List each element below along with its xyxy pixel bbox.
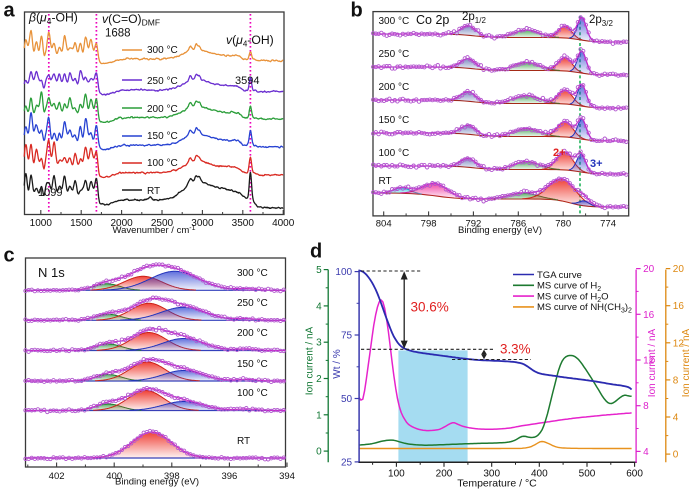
svg-text:2: 2	[316, 374, 322, 385]
svg-text:16: 16	[643, 310, 655, 321]
svg-text:0: 0	[316, 447, 322, 458]
svg-text:2500: 2500	[151, 218, 174, 229]
svg-text:402: 402	[49, 471, 65, 482]
svg-text:396: 396	[221, 471, 237, 482]
svg-text:2+: 2+	[553, 147, 566, 159]
svg-text:774: 774	[600, 218, 616, 229]
svg-text:400: 400	[531, 469, 548, 480]
svg-text:3.3%: 3.3%	[500, 342, 531, 357]
svg-text:b: b	[351, 0, 363, 22]
svg-text:100 °C: 100 °C	[147, 158, 178, 169]
svg-text:150 °C: 150 °C	[147, 131, 178, 142]
svg-text:300 °C: 300 °C	[237, 268, 268, 279]
svg-text:4: 4	[643, 447, 649, 458]
svg-text:300: 300	[483, 469, 500, 480]
svg-text:792: 792	[465, 218, 481, 229]
svg-text:Ion current / nA: Ion current / nA	[305, 326, 316, 395]
svg-text:12: 12	[673, 338, 685, 349]
svg-text:MS curve of H2: MS curve of H2	[537, 281, 601, 294]
svg-text:394: 394	[279, 471, 295, 482]
svg-text:RT: RT	[237, 436, 250, 447]
svg-text:150 °C: 150 °C	[379, 115, 410, 126]
svg-text:398: 398	[164, 471, 180, 482]
svg-text:3500: 3500	[232, 218, 255, 229]
svg-text:1: 1	[316, 410, 322, 421]
svg-text:16: 16	[673, 301, 685, 312]
svg-text:100 °C: 100 °C	[237, 388, 268, 399]
svg-text:RT: RT	[147, 186, 160, 197]
svg-text:4: 4	[316, 301, 322, 312]
svg-text:50: 50	[341, 394, 353, 405]
svg-text:4: 4	[673, 413, 679, 424]
svg-text:30.6%: 30.6%	[411, 300, 449, 315]
svg-text:N 1s: N 1s	[38, 265, 65, 280]
svg-text:200: 200	[436, 469, 453, 480]
svg-text:786: 786	[510, 218, 526, 229]
svg-text:8: 8	[673, 375, 679, 386]
svg-text:3000: 3000	[191, 218, 214, 229]
svg-text:25: 25	[341, 457, 353, 468]
svg-text:3+: 3+	[590, 158, 603, 170]
svg-text:5: 5	[316, 265, 322, 276]
svg-text:TGA curve: TGA curve	[537, 270, 582, 281]
svg-text:Binding energy (eV): Binding energy (eV)	[458, 225, 542, 236]
svg-text:300 °C: 300 °C	[379, 16, 410, 27]
svg-text:150 °C: 150 °C	[237, 359, 268, 370]
svg-text:1500: 1500	[70, 218, 93, 229]
svg-text:780: 780	[555, 218, 571, 229]
svg-text:500: 500	[579, 469, 596, 480]
svg-text:804: 804	[376, 218, 392, 229]
svg-text:RT: RT	[379, 176, 392, 187]
svg-text:798: 798	[421, 218, 437, 229]
svg-text:100: 100	[335, 267, 352, 278]
svg-text:Co 2p: Co 2p	[416, 13, 449, 27]
svg-text:100 °C: 100 °C	[379, 148, 410, 159]
svg-text:8: 8	[643, 401, 649, 412]
svg-text:Binding energy (eV): Binding energy (eV)	[115, 477, 199, 488]
svg-text:250 °C: 250 °C	[379, 49, 410, 60]
svg-text:400: 400	[106, 471, 122, 482]
svg-text:100: 100	[388, 469, 405, 480]
svg-text:200 °C: 200 °C	[379, 82, 410, 93]
svg-text:2000: 2000	[110, 218, 133, 229]
svg-text:250 °C: 250 °C	[237, 298, 268, 309]
svg-text:Ion current / nA: Ion current / nA	[647, 328, 658, 397]
svg-text:20: 20	[643, 264, 655, 275]
svg-text:1688: 1688	[105, 28, 131, 40]
svg-text:Wavenumber / cm-1: Wavenumber / cm-1	[113, 225, 196, 236]
svg-text:75: 75	[341, 331, 353, 342]
svg-text:a: a	[4, 0, 16, 22]
svg-text:200 °C: 200 °C	[237, 328, 268, 339]
svg-text:200 °C: 200 °C	[147, 104, 178, 115]
svg-text:300 °C: 300 °C	[147, 45, 178, 56]
svg-text:β(μ4-OH): β(μ4-OH)	[28, 11, 78, 27]
svg-text:c: c	[4, 245, 15, 267]
svg-text:MS curve of H2O: MS curve of H2O	[537, 291, 608, 304]
svg-text:MS curve of NH(CH3)2: MS curve of NH(CH3)2	[537, 302, 632, 315]
svg-text:Wt / %: Wt / %	[332, 349, 343, 379]
svg-text:3: 3	[316, 338, 322, 349]
svg-text:0: 0	[673, 450, 679, 461]
svg-text:1099: 1099	[38, 187, 62, 199]
svg-text:1000: 1000	[30, 218, 53, 229]
svg-text:3594: 3594	[235, 75, 259, 87]
svg-text:12: 12	[643, 356, 655, 367]
svg-text:4000: 4000	[272, 218, 295, 229]
svg-text:600: 600	[626, 469, 643, 480]
svg-text:Temperature / °C: Temperature / °C	[457, 478, 537, 490]
svg-text:Ion current / nA: Ion current / nA	[681, 328, 692, 397]
svg-text:20: 20	[673, 264, 685, 275]
svg-text:v(μ4-OH): v(μ4-OH)	[226, 33, 274, 49]
svg-text:d: d	[310, 241, 322, 263]
svg-text:250 °C: 250 °C	[147, 76, 178, 87]
